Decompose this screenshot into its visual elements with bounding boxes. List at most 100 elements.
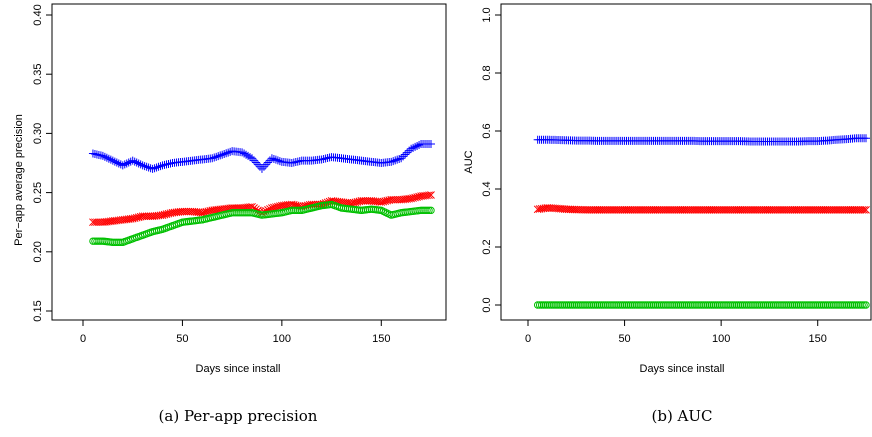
data-point — [611, 301, 619, 309]
data-point — [765, 206, 774, 214]
data-point — [580, 301, 588, 309]
data-point — [423, 206, 431, 215]
data-point — [850, 206, 859, 214]
data-point — [626, 301, 635, 309]
data-point — [591, 206, 600, 214]
data-point — [246, 153, 255, 162]
data-point — [644, 301, 652, 309]
data-point — [709, 206, 718, 214]
data-point — [781, 301, 789, 309]
data-point — [659, 301, 667, 309]
data-point — [707, 301, 716, 309]
data-point — [112, 158, 121, 167]
data-point — [833, 301, 841, 309]
data-point — [825, 206, 834, 214]
data-point — [771, 301, 779, 309]
data-point — [746, 206, 754, 214]
data-point — [790, 301, 799, 309]
data-point — [738, 301, 747, 309]
data-point — [854, 301, 862, 309]
data-point — [775, 206, 783, 214]
data-point — [593, 206, 602, 214]
data-point — [667, 301, 675, 309]
data-point — [835, 301, 843, 309]
data-point — [100, 152, 109, 161]
data-point — [808, 206, 816, 214]
data-point — [150, 164, 159, 173]
data-point — [835, 206, 843, 214]
data-point — [823, 301, 832, 309]
data-point — [667, 206, 675, 214]
data-point — [643, 206, 652, 214]
data-point — [676, 206, 685, 214]
data-point — [427, 140, 435, 149]
data-point — [827, 206, 836, 214]
data-point — [641, 206, 650, 214]
data-point — [265, 156, 274, 165]
data-point — [589, 301, 598, 309]
data-point — [114, 159, 123, 168]
data-point — [634, 206, 642, 214]
series-circle — [89, 200, 435, 247]
data-point — [586, 301, 594, 309]
data-point — [815, 301, 824, 309]
data-point — [744, 301, 752, 309]
data-point — [690, 206, 698, 214]
data-point — [613, 301, 621, 309]
data-point — [539, 301, 548, 309]
data-point — [711, 206, 720, 214]
data-point — [605, 206, 613, 214]
data-point — [659, 206, 668, 214]
data-point — [850, 301, 859, 309]
data-point — [624, 301, 633, 309]
data-point — [672, 206, 681, 214]
series-marks — [533, 134, 870, 309]
data-point — [626, 206, 635, 214]
data-point — [831, 301, 839, 309]
data-point — [771, 206, 780, 214]
data-point — [673, 301, 681, 309]
data-point — [589, 206, 598, 214]
data-point — [744, 206, 753, 214]
data-point — [856, 206, 865, 214]
data-point — [694, 301, 702, 309]
panel-caption: (a) Per-app precision — [159, 407, 318, 425]
series-marks — [88, 140, 435, 247]
y-tick-label: 0.20 — [32, 241, 44, 262]
data-point — [839, 301, 847, 309]
data-point — [615, 301, 623, 309]
data-point — [721, 301, 729, 309]
data-point — [707, 206, 716, 214]
data-point — [628, 206, 637, 214]
x-axis-title: Days since install — [640, 363, 725, 375]
data-point — [833, 206, 841, 214]
data-point — [640, 301, 648, 309]
data-point — [407, 144, 416, 153]
data-point — [655, 301, 664, 309]
data-point — [616, 206, 625, 214]
data-point — [248, 154, 257, 163]
data-point — [786, 206, 795, 214]
data-point — [562, 301, 571, 309]
data-point — [597, 206, 606, 214]
data-point — [696, 301, 704, 309]
data-point — [632, 206, 641, 214]
data-point — [649, 206, 658, 214]
data-point — [674, 206, 683, 214]
x-tick-label: 50 — [618, 333, 630, 345]
data-point — [794, 206, 803, 214]
data-point — [387, 157, 396, 166]
data-point — [585, 206, 594, 214]
data-point — [732, 206, 741, 214]
data-point — [726, 206, 735, 214]
data-point — [218, 150, 227, 159]
y-axis-title: AUC — [463, 150, 475, 173]
data-point — [661, 301, 669, 309]
data-point — [783, 301, 791, 309]
data-point — [742, 301, 750, 309]
data-point — [802, 206, 810, 214]
data-point — [634, 301, 642, 309]
data-point — [684, 301, 693, 309]
data-point — [568, 301, 577, 309]
data-point — [767, 301, 776, 309]
